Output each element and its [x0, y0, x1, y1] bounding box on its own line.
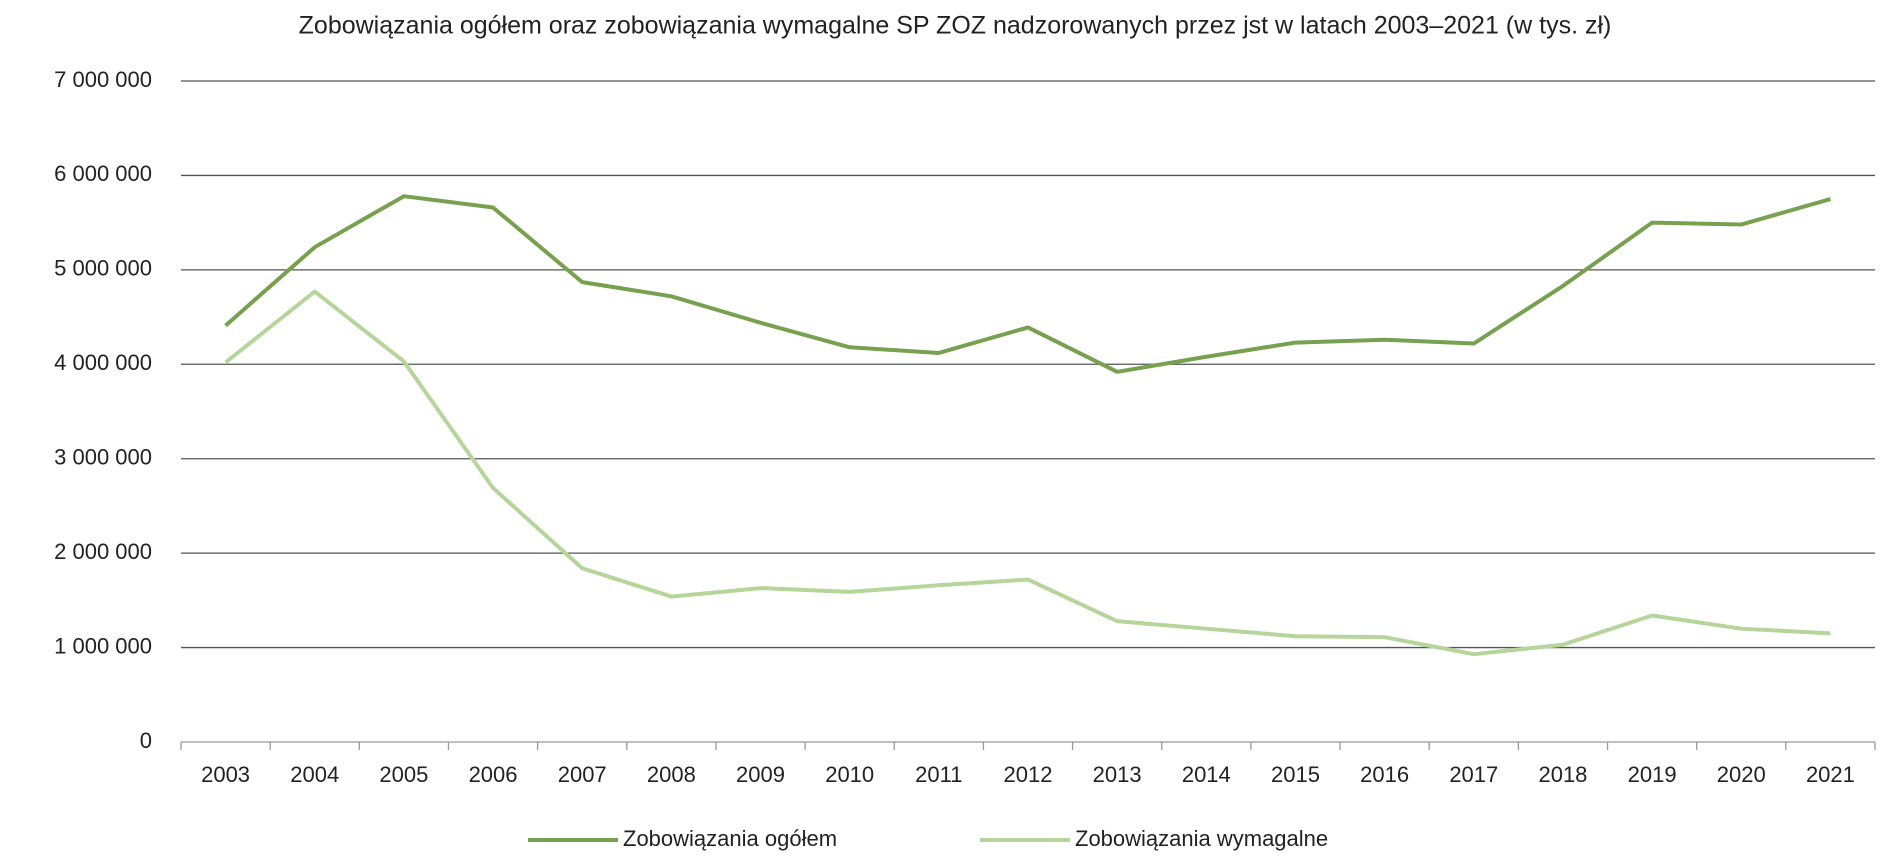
- y-tick-label: 7 000 000: [54, 67, 152, 92]
- x-tick-label: 2006: [469, 762, 518, 787]
- x-tick-label: 2008: [647, 762, 696, 787]
- y-tick-label: 6 000 000: [54, 161, 152, 186]
- x-tick-label: 2005: [379, 762, 428, 787]
- y-tick-label: 5 000 000: [54, 256, 152, 281]
- chart-title: Zobowiązania ogółem oraz zobowiązania wy…: [299, 12, 1612, 40]
- x-tick-label: 2003: [201, 762, 250, 787]
- x-tick-label: 2018: [1538, 762, 1587, 787]
- x-tick-label: 2015: [1271, 762, 1320, 787]
- x-tick-label: 2017: [1449, 762, 1498, 787]
- x-tick-label: 2004: [290, 762, 339, 787]
- x-tick-label: 2019: [1628, 762, 1677, 787]
- legend-label: Zobowiązania ogółem: [623, 826, 837, 851]
- x-tick-label: 2010: [825, 762, 874, 787]
- y-tick-label: 1 000 000: [54, 633, 152, 658]
- x-tick-label: 2014: [1182, 762, 1231, 787]
- x-tick-label: 2013: [1093, 762, 1142, 787]
- legend-label: Zobowiązania wymagalne: [1075, 826, 1328, 851]
- x-tick-label: 2007: [558, 762, 607, 787]
- x-tick-label: 2020: [1717, 762, 1766, 787]
- y-tick-label: 0: [140, 728, 152, 753]
- x-tick-label: 2011: [915, 762, 962, 787]
- y-tick-label: 2 000 000: [54, 539, 152, 564]
- x-tick-label: 2009: [736, 762, 785, 787]
- line-series: [224, 289, 1831, 657]
- x-tick-label: 2012: [1004, 762, 1053, 787]
- y-tick-label: 4 000 000: [54, 350, 152, 375]
- line-series: [224, 194, 1831, 374]
- y-tick-label: 3 000 000: [54, 445, 152, 470]
- x-tick-label: 2016: [1360, 762, 1409, 787]
- x-tick-label: 2021: [1806, 762, 1855, 787]
